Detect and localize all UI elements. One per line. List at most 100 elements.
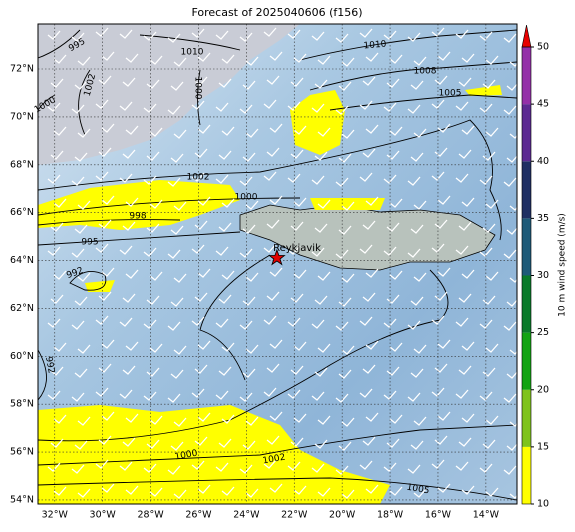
wind-barb bbox=[245, 56, 259, 66]
wind-barb bbox=[509, 493, 517, 499]
wind-barb bbox=[119, 461, 133, 471]
wind-barb bbox=[119, 101, 133, 111]
wind-barb bbox=[311, 391, 325, 401]
wind-barb bbox=[47, 390, 61, 400]
wind-barb bbox=[485, 127, 499, 137]
wind-barb bbox=[455, 173, 469, 183]
contour-label: 1000 bbox=[193, 77, 203, 100]
colorbar: 10 15 20 25 30 35 40 45 50 bbox=[521, 24, 549, 510]
wind-barb bbox=[338, 441, 352, 451]
wind-barb bbox=[410, 224, 424, 234]
city-marker bbox=[268, 248, 286, 266]
wind-barb bbox=[314, 367, 328, 377]
wind-barb bbox=[341, 57, 355, 67]
wind-barb bbox=[485, 487, 499, 497]
wind-barb bbox=[335, 105, 349, 115]
wind-barb bbox=[338, 369, 352, 379]
lon-tick-label: 24°W bbox=[233, 510, 260, 521]
wind-barb bbox=[239, 248, 253, 258]
wind-barb bbox=[242, 152, 256, 162]
wind-barb bbox=[149, 127, 163, 137]
wind-barb bbox=[167, 465, 181, 475]
wind-barb bbox=[290, 221, 304, 231]
wind-barb bbox=[335, 321, 349, 331]
wind-barb bbox=[149, 343, 163, 353]
wind-area bbox=[290, 90, 345, 155]
wind-barb bbox=[101, 339, 115, 349]
title: Forecast of 2025040606 (f156) bbox=[191, 6, 362, 19]
wind-barb bbox=[125, 341, 139, 351]
wind-barb bbox=[407, 392, 421, 402]
lon-tick-label: 20°W bbox=[329, 510, 356, 521]
wind-barb bbox=[47, 102, 61, 112]
wind-barb bbox=[314, 79, 328, 89]
wind-barb bbox=[437, 51, 451, 61]
wind-barb bbox=[458, 437, 472, 447]
wind-barb bbox=[434, 147, 448, 157]
contour-label: 1002 bbox=[262, 453, 286, 467]
wind-barb bbox=[455, 389, 469, 399]
wind-barb bbox=[431, 243, 445, 253]
wind-barb bbox=[47, 318, 61, 328]
wind-barb bbox=[101, 483, 115, 493]
lon-tick-label: 30°W bbox=[90, 510, 117, 521]
wind-barb bbox=[170, 225, 184, 235]
wind-barb bbox=[359, 172, 373, 182]
wind-area bbox=[465, 85, 502, 96]
wind-barb bbox=[266, 435, 280, 445]
wind-barb bbox=[95, 459, 109, 469]
wind-barb bbox=[335, 393, 349, 403]
wind-barb bbox=[287, 101, 301, 111]
wind-barb bbox=[53, 270, 67, 280]
wind-barb bbox=[125, 485, 139, 495]
wind-barb bbox=[242, 80, 256, 90]
lon-tick-label: 18°W bbox=[377, 510, 404, 521]
wind-barb bbox=[413, 416, 427, 426]
wind-barb bbox=[287, 317, 301, 327]
wind-barb bbox=[239, 176, 253, 186]
wind-barb bbox=[221, 270, 235, 280]
wind-barb bbox=[290, 149, 304, 159]
wind-barb bbox=[74, 224, 88, 234]
wind-barb bbox=[317, 415, 331, 425]
wind-barb bbox=[293, 485, 307, 495]
contour-label: 1005 bbox=[406, 483, 430, 497]
wind-barb bbox=[194, 436, 208, 446]
colorbar-tick-label: 50 bbox=[537, 42, 549, 53]
wind-barb bbox=[383, 390, 397, 400]
wind-barb bbox=[341, 489, 355, 499]
city-label: Reykjavik bbox=[273, 243, 321, 254]
wind-barb bbox=[221, 486, 235, 496]
wind-barb bbox=[479, 31, 493, 41]
wind-barb bbox=[479, 175, 493, 185]
wind-barb bbox=[269, 339, 283, 349]
colorbar-tick-label: 40 bbox=[537, 156, 549, 167]
wind-barb bbox=[245, 200, 259, 210]
wind-barb bbox=[365, 484, 379, 494]
wind-barb bbox=[287, 461, 301, 471]
wind-barb bbox=[290, 77, 304, 87]
wind-barb bbox=[143, 319, 157, 329]
wind-barb bbox=[245, 488, 259, 498]
wind-barb bbox=[479, 391, 493, 401]
wind-barb bbox=[173, 201, 187, 211]
colorbar-tick-label: 20 bbox=[537, 384, 549, 395]
wind-barb bbox=[413, 272, 427, 282]
wind-barb bbox=[455, 461, 469, 471]
wind-barb bbox=[413, 56, 427, 66]
wind-barb bbox=[191, 172, 205, 182]
wind-barb bbox=[170, 81, 184, 91]
wind-barb bbox=[263, 243, 277, 253]
lat-tick-label: 72°N bbox=[10, 64, 34, 75]
colorbar-tick-label: 45 bbox=[537, 99, 549, 110]
wind-barb bbox=[437, 339, 451, 349]
wind-barb bbox=[53, 198, 67, 208]
wind-barb bbox=[437, 483, 451, 493]
wind-barb bbox=[197, 196, 211, 206]
wind-barb bbox=[119, 29, 133, 39]
colorbar-tick-label: 30 bbox=[537, 270, 549, 281]
wind-barb bbox=[461, 413, 475, 423]
wind-barb bbox=[242, 224, 256, 234]
wind-barb bbox=[194, 220, 208, 230]
wind-barb bbox=[458, 221, 472, 231]
